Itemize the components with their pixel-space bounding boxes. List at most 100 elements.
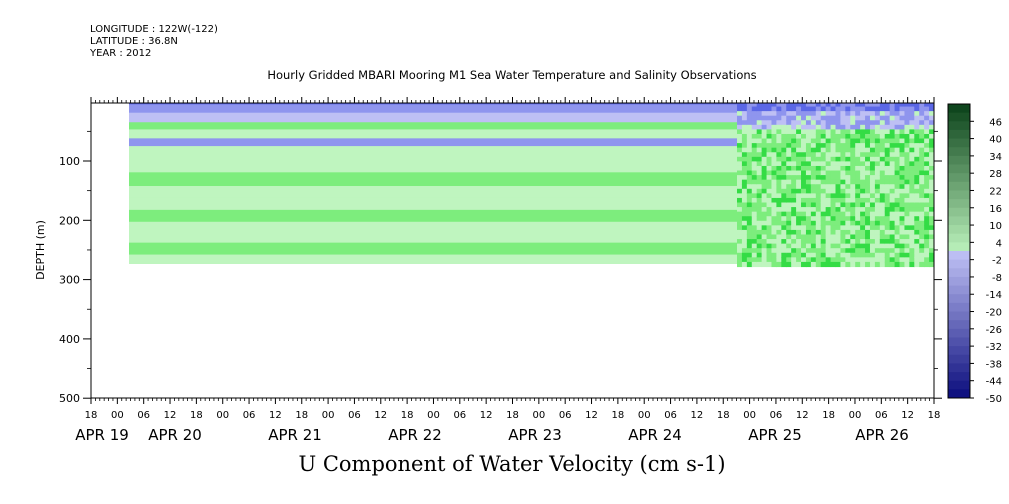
observation-cell — [880, 56, 886, 61]
observation-cell — [742, 47, 748, 52]
observation-cell — [737, 138, 743, 144]
observation-cell — [885, 88, 891, 93]
observation-cell — [737, 257, 743, 263]
observation-cell — [855, 225, 861, 231]
observation-cell — [786, 33, 792, 38]
observation-cell — [801, 120, 807, 126]
observation-cell — [811, 1, 817, 6]
x-hour-label: 18 — [190, 410, 203, 421]
observation-cell — [865, 15, 871, 20]
observation-cell — [786, 216, 792, 222]
observation-cell — [900, 15, 906, 20]
observation-cell — [899, 197, 906, 204]
observation-cell — [865, 252, 871, 258]
observation-cell — [811, 11, 817, 16]
observation-cell — [786, 84, 792, 89]
observation-cell — [771, 234, 777, 240]
observation-cell — [929, 106, 934, 112]
observation-cell — [874, 225, 881, 231]
observation-cell — [781, 202, 787, 208]
observation-cell — [762, 0, 768, 2]
observation-cell — [826, 29, 832, 34]
observation-cell — [816, 88, 822, 93]
observation-cell — [889, 220, 896, 226]
observation-cell — [875, 97, 881, 102]
observation-cell — [825, 229, 832, 236]
observation-cell — [890, 15, 896, 20]
x-hour-label: 12 — [901, 410, 914, 421]
observation-cell — [742, 6, 748, 11]
observation-cell — [895, 88, 901, 93]
x-hour-label: 00 — [111, 410, 124, 421]
observation-cell — [766, 197, 773, 204]
observation-cell — [869, 111, 876, 117]
observation-cell — [786, 193, 792, 199]
observation-cell — [767, 47, 773, 52]
observation-cell — [752, 15, 758, 20]
observation-cell — [810, 211, 817, 217]
observation-cell — [914, 248, 920, 254]
observation-cell — [899, 147, 906, 153]
observation-cell — [781, 165, 787, 172]
observation-cell — [904, 143, 910, 149]
observation-cell — [791, 1, 797, 6]
observation-cell — [894, 103, 901, 108]
observation-cell — [884, 138, 891, 144]
observation-cell — [850, 20, 856, 25]
observation-cell — [895, 61, 901, 66]
observation-cell — [909, 61, 915, 66]
observation-cell — [929, 197, 934, 204]
observation-cell — [806, 75, 812, 80]
observation-cell — [924, 225, 930, 231]
observation-cell — [751, 152, 758, 158]
observation-cell — [747, 88, 753, 93]
observation-cell — [820, 147, 827, 153]
observation-cell — [762, 1, 768, 6]
observation-cell — [855, 93, 861, 98]
observation-cell — [776, 152, 782, 158]
observation-cell — [869, 143, 876, 149]
observation-cell — [810, 248, 817, 254]
observation-cell — [801, 115, 807, 121]
observation-cell — [869, 225, 876, 231]
observation-cell — [776, 103, 782, 108]
observation-cell — [756, 133, 763, 140]
observation-cell — [900, 38, 906, 43]
observation-cell — [756, 220, 763, 226]
observation-cell — [850, 225, 856, 231]
observation-cell — [835, 211, 842, 217]
observation-cell — [904, 79, 910, 84]
observation-cell — [884, 220, 891, 226]
observation-cell — [860, 261, 866, 268]
observation-cell — [919, 207, 925, 213]
colorbar-segment — [948, 276, 970, 286]
observation-cell — [796, 165, 802, 172]
observation-cell — [889, 225, 896, 231]
observation-cell — [889, 161, 896, 167]
observation-cell — [904, 52, 910, 57]
observation-cell — [830, 207, 837, 213]
observation-cell — [801, 143, 807, 149]
colorbar-segment — [948, 285, 970, 295]
observation-cell — [865, 239, 871, 245]
observation-cell — [791, 106, 797, 112]
observation-cell — [919, 152, 925, 158]
observation-cell — [909, 24, 915, 29]
observation-cell — [836, 11, 842, 16]
observation-cell — [836, 1, 842, 6]
observation-cell — [875, 33, 881, 38]
observation-cell — [737, 152, 743, 158]
observation-cell — [904, 15, 910, 20]
x-hour-label: 18 — [717, 410, 730, 421]
observation-cell — [781, 175, 787, 181]
observation-cell — [894, 179, 901, 185]
observation-cell — [860, 93, 866, 98]
colorbar-segment — [948, 225, 970, 235]
observation-cell — [825, 147, 832, 153]
observation-cell — [870, 65, 876, 70]
observation-cell — [929, 11, 935, 16]
x-hour-label: 12 — [374, 410, 387, 421]
observation-cell — [810, 120, 817, 126]
observation-cell — [874, 234, 881, 240]
observation-cell — [776, 120, 782, 126]
